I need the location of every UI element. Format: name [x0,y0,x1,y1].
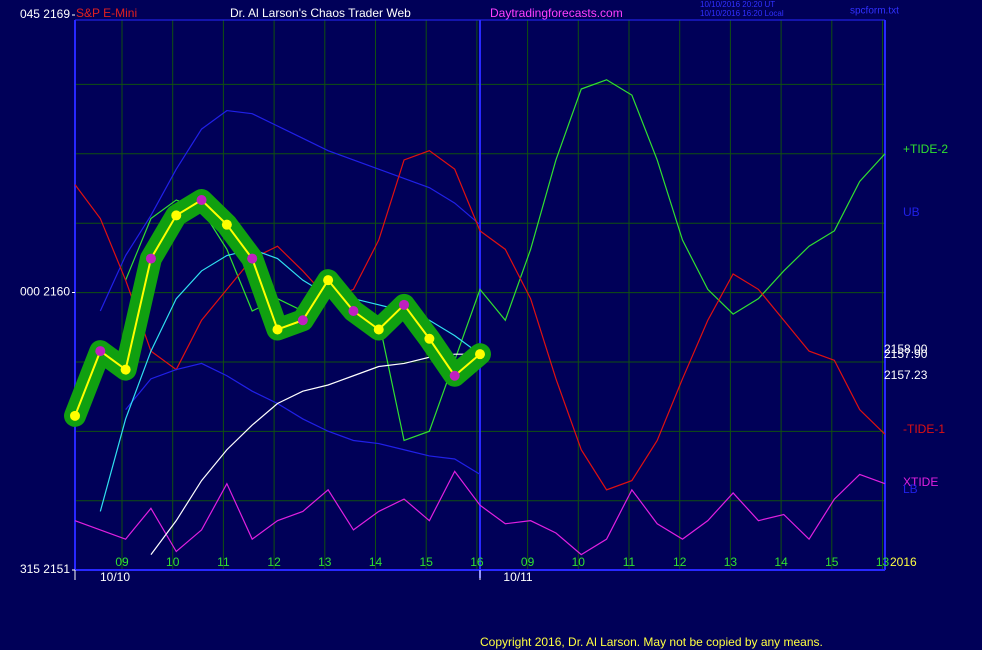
price-point [70,410,80,421]
y-tick-label: 000 2160 [20,285,70,299]
price-point [475,349,485,360]
price-point [196,195,207,205]
price-point [171,210,182,221]
copyright: Copyright 2016, Dr. Al Larson. May not b… [480,635,823,649]
series-label: UB [903,205,920,219]
x-tick-label: 12 [267,555,281,569]
series-label: XTIDE [903,475,938,489]
x-tick-label: 15 [420,555,434,569]
price-point [247,253,258,264]
series-label: +TIDE-2 [903,142,948,156]
site: Daytradingforecasts.com [490,6,623,20]
x-tick-label: 11 [217,555,230,569]
x-tick-label: 11 [623,555,636,569]
series-line [125,362,481,475]
price-point [297,315,308,326]
price-label: 2157.90 [884,347,928,361]
x-tick-label: 10 [572,555,586,569]
price-point [120,364,131,375]
x-tick-label: 16 [470,555,484,569]
price-point [272,324,283,335]
series-line [125,79,886,442]
year: 2016 [890,555,917,569]
price-point [323,275,334,286]
x-tick-label: 10 [166,555,180,569]
x-tick-label: 15 [825,555,839,569]
price-point [373,324,384,335]
series-label: LB [903,482,918,496]
title: Dr. Al Larson's Chaos Trader Web [230,6,411,20]
symbol: S&P E-Mini [76,6,137,20]
price-point [449,370,460,381]
x-tick-label: 09 [521,555,535,569]
x-tick-label: 14 [369,555,383,569]
file-name: spcform.txt [850,6,899,17]
x-tick-label: 13 [876,555,890,569]
x-tick-label: 14 [774,555,788,569]
price-point [95,346,106,357]
price-label: 2158.00 [884,342,928,356]
x-tick-label: 13 [724,555,738,569]
series-line [74,149,886,491]
y-tick-label: 315 2151 [20,562,70,576]
y-tick-label: 045 2169 [20,7,70,21]
price-point [424,333,435,344]
series-line [99,109,481,312]
time-local: 10/10/2016 16:20 Local [700,9,784,18]
date-label: 10/10 [100,570,130,584]
series-line [74,470,886,556]
x-tick-label: 09 [115,555,129,569]
price-point [399,299,410,310]
x-tick-label: 13 [318,555,332,569]
series-line [150,353,480,555]
grid [75,20,885,570]
price-label: 2157.23 [884,368,928,382]
time-ut: 10/10/2016 20:20 UT [700,0,775,9]
price-point [145,253,156,264]
x-tick-label: 12 [673,555,687,569]
price-point [348,306,359,316]
series-label: -TIDE-1 [903,422,945,436]
date-label: 10/11 [503,570,532,584]
price-point [221,219,232,230]
